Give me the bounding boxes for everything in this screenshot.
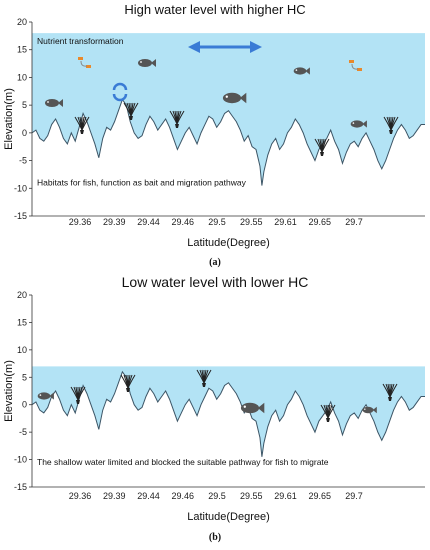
x-tick-label: 29.36 <box>69 217 92 227</box>
fish-icon <box>240 402 265 414</box>
y-tick-label: 10 <box>17 72 27 82</box>
aquatic-plant-icon <box>383 116 399 134</box>
habitat-note: The shallow water limited and blocked th… <box>37 457 329 467</box>
y-axis-title: Elevation(m) <box>3 360 15 422</box>
x-tick-label: 29.65 <box>308 491 331 501</box>
fish-icon <box>362 406 377 414</box>
x-tick-label: 29.46 <box>171 217 194 227</box>
aquatic-plant-icon <box>169 110 185 128</box>
y-tick-label: 5 <box>22 372 27 382</box>
panel-b-plot: 20 15 10 5 0 -5 -10 -15 29.36 29.39 29.44 29.46 29.5… <box>3 290 425 523</box>
x-tick-label: 29.46 <box>171 491 194 501</box>
nutrient-note: Nutrient transformation <box>37 36 124 46</box>
y-tick-label: 0 <box>22 128 27 138</box>
x-tick-label: 29.5 <box>208 491 226 501</box>
aquatic-plant-icon <box>320 404 336 422</box>
x-tick-label: 29.36 <box>69 491 92 501</box>
y-tick-label: 20 <box>17 290 27 300</box>
x-axis-title: Latitude(Degree) <box>187 237 270 249</box>
nutrient-cycle-icon <box>78 57 91 68</box>
fish-icon <box>293 67 310 75</box>
y-tick-label: -10 <box>14 455 27 465</box>
x-tick-label: 29.39 <box>103 217 126 227</box>
nutrient-cycle-icon <box>349 60 362 71</box>
panel-a-sublabel: (a) <box>209 257 221 268</box>
y-tick-label: 0 <box>22 400 27 410</box>
x-axis-title: Latitude(Degree) <box>187 511 270 523</box>
habitat-note: Habitats for fish, function as bait and … <box>37 178 247 188</box>
y-tick-label: -15 <box>14 211 27 221</box>
panel-b-sublabel: (b) <box>208 532 222 543</box>
aquatic-plant-icon <box>123 102 139 120</box>
fish-icon <box>37 392 54 400</box>
x-tick-label: 29.61 <box>274 491 297 501</box>
y-tick-label: -10 <box>14 183 27 193</box>
water-area <box>32 366 425 457</box>
water-area <box>32 33 425 186</box>
aquatic-plant-icon <box>314 138 330 156</box>
y-tick-label: 20 <box>17 17 27 27</box>
y-tick-label: 15 <box>17 45 27 55</box>
fish-icon <box>350 120 367 128</box>
x-tick-label: 29.39 <box>103 491 126 501</box>
y-tick-label: -5 <box>19 427 27 437</box>
fish-icon <box>45 99 63 107</box>
x-tick-label: 29.55 <box>240 217 263 227</box>
x-tick-label: 29.61 <box>274 217 297 227</box>
circulation-arrow-icon <box>112 82 128 102</box>
panel-a-plot: 20 15 10 5 0 -5 -10 -15 29.36 29.39 29.44 29.46 29.5… <box>3 17 425 249</box>
migration-arrow-icon <box>188 41 262 53</box>
x-tick-label: 29.44 <box>137 217 160 227</box>
y-tick-label: -15 <box>14 482 27 492</box>
y-tick-label: 5 <box>22 100 27 110</box>
x-tick-label: 29.55 <box>240 491 263 501</box>
fish-icon <box>138 59 156 67</box>
x-tick-label: 29.65 <box>308 217 331 227</box>
x-tick-label: 29.7 <box>345 491 363 501</box>
aquatic-plant-icon <box>120 374 136 392</box>
x-tick-label: 29.44 <box>137 491 160 501</box>
y-tick-label: 15 <box>17 317 27 327</box>
aquatic-plant-icon <box>382 383 398 401</box>
x-tick-label: 29.5 <box>208 217 226 227</box>
x-tick-label: 29.7 <box>345 217 363 227</box>
panel-a-title: High water level with higher HC <box>124 2 306 17</box>
terrain-profile <box>31 370 425 457</box>
terrain-profile <box>31 98 425 186</box>
y-tick-label: -5 <box>19 156 27 166</box>
y-axis-title: Elevation(m) <box>3 88 15 150</box>
fish-icon <box>222 92 247 104</box>
panel-b-title: Low water level with lower HC <box>121 274 309 290</box>
aquatic-plant-icon <box>70 386 86 404</box>
aquatic-plant-icon <box>196 369 212 387</box>
y-tick-label: 10 <box>17 345 27 355</box>
aquatic-plant-icon <box>74 116 90 134</box>
